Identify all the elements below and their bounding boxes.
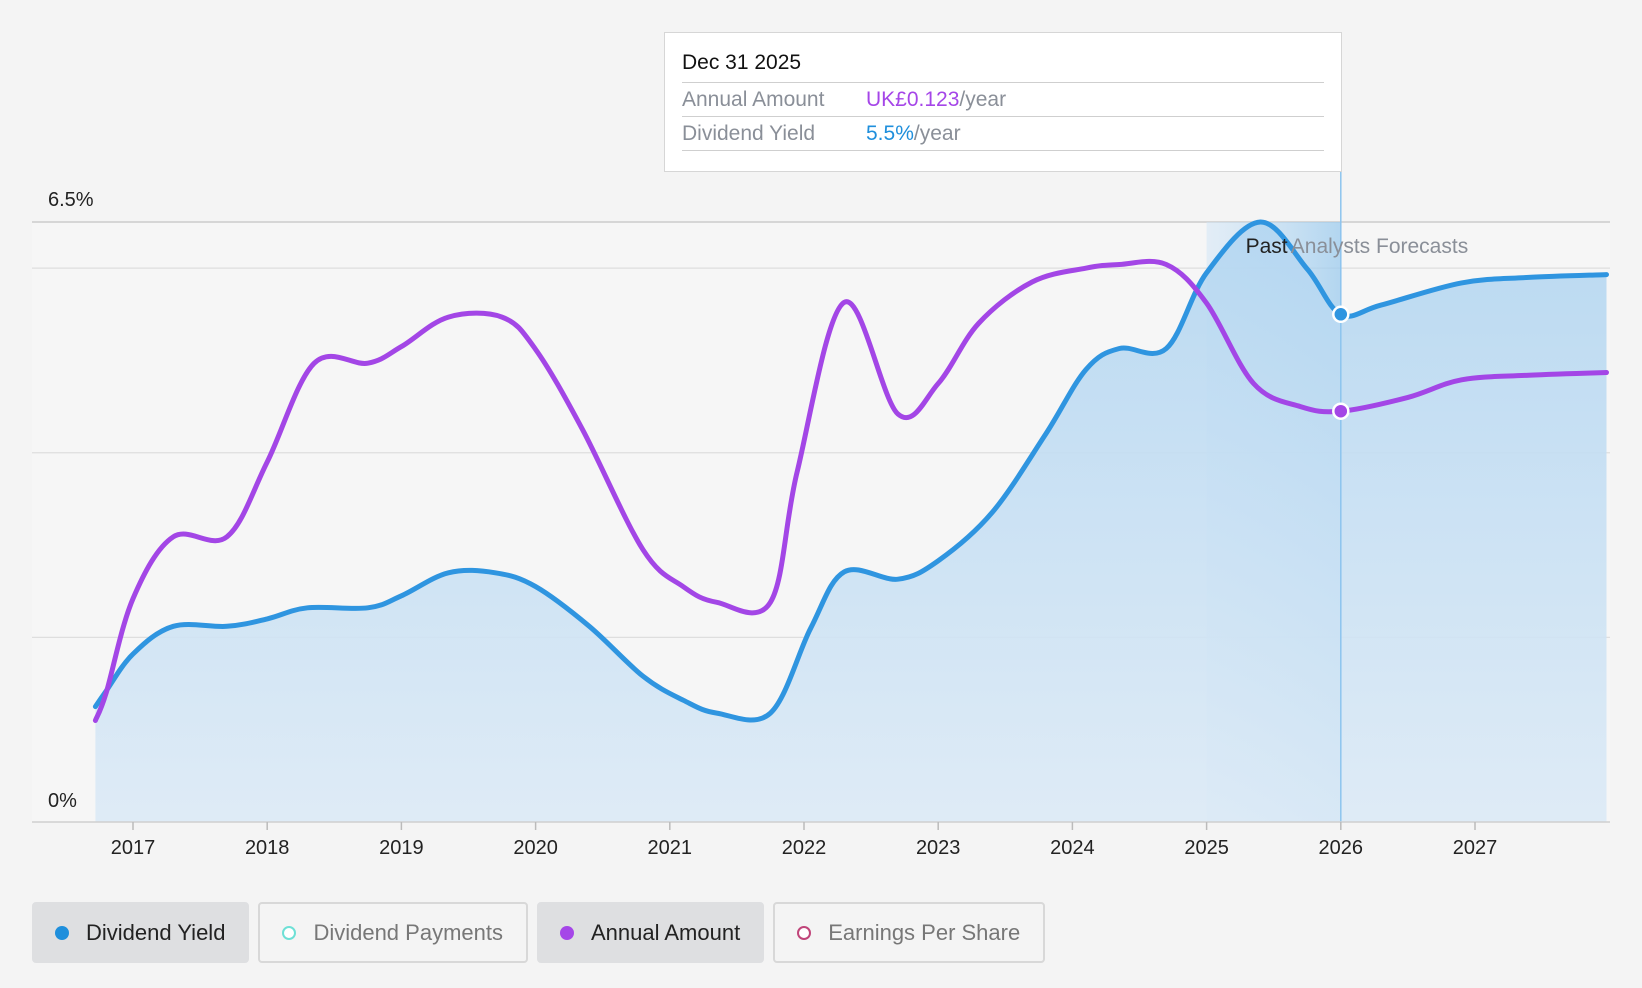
y-axis-max-label: 6.5% [48,189,94,211]
legend-earnings-per-share-button[interactable]: Earnings Per Share [773,902,1046,963]
legend-annual-amount-button[interactable]: Annual Amount [536,902,765,963]
tooltip-annual-amount-unit: /year [959,88,1007,111]
chart-tooltip: Dec 31 2025 Annual Amount UK£0.123/year … [664,32,1342,172]
dividend-yield-dot-icon [55,925,69,940]
legend-annual-amount-label: Annual Amount [590,919,741,945]
legend-dividend-yield-button[interactable]: Dividend Yield [32,902,250,963]
x-axis-ticks: 2017 2018 2019 2020 2021 2022 2023 2024 2025 2026… [111,822,1498,859]
earnings-per-share-dot-icon [797,925,812,940]
annual-amount-highlight-point[interactable] [1332,402,1350,420]
tooltip-dividend-yield-row: Dividend Yield 5.5%/year [682,117,1324,151]
legend-dividend-yield-label: Dividend Yield [86,919,226,945]
x-tick-label: 2024 [1050,837,1095,859]
past-region-label: Past [1246,235,1288,258]
legend-earnings-per-share-label: Earnings Per Share [828,919,1021,945]
legend-dividend-payments-label: Dividend Payments [313,919,503,945]
x-tick-label: 2025 [1184,837,1229,859]
dividend-yield-area [95,221,1607,822]
forecast-region-label: Analysts Forecasts [1291,235,1468,258]
x-tick-label: 2020 [513,837,558,859]
tooltip-annual-amount-value: UK£0.123 [866,88,960,111]
x-tick-label: 2017 [111,837,156,859]
x-tick-label: 2023 [916,837,961,859]
y-axis-min-label: 0% [48,790,77,812]
annual-amount-line [92,258,1609,723]
annual-amount-dot-icon [559,925,574,940]
tooltip-annual-amount-row: Annual Amount UK£0.123/year [682,83,1324,117]
tooltip-dividend-yield-unit: /year [913,122,961,145]
x-tick-label: 2018 [245,837,290,859]
tooltip-annual-amount-label: Annual Amount [682,88,825,111]
dividend-payments-dot-icon [282,925,297,940]
x-tick-label: 2019 [379,837,424,859]
x-tick-label: 2021 [648,837,693,859]
chart-legend: Dividend Yield Dividend Payments Annual … [32,902,1046,963]
x-tick-label: 2026 [1319,837,1364,859]
legend-dividend-payments-button[interactable]: Dividend Payments [258,902,528,963]
dividend-yield-highlight-point[interactable] [1332,305,1350,324]
x-tick-label: 2022 [782,837,827,859]
tooltip-dividend-yield-value: 5.5% [866,122,914,145]
tooltip-dividend-yield-label: Dividend Yield [682,122,816,145]
x-tick-label: 2027 [1453,837,1498,859]
dividend-yield-line [92,219,1609,723]
tooltip-date: Dec 31 2025 [682,47,1324,83]
